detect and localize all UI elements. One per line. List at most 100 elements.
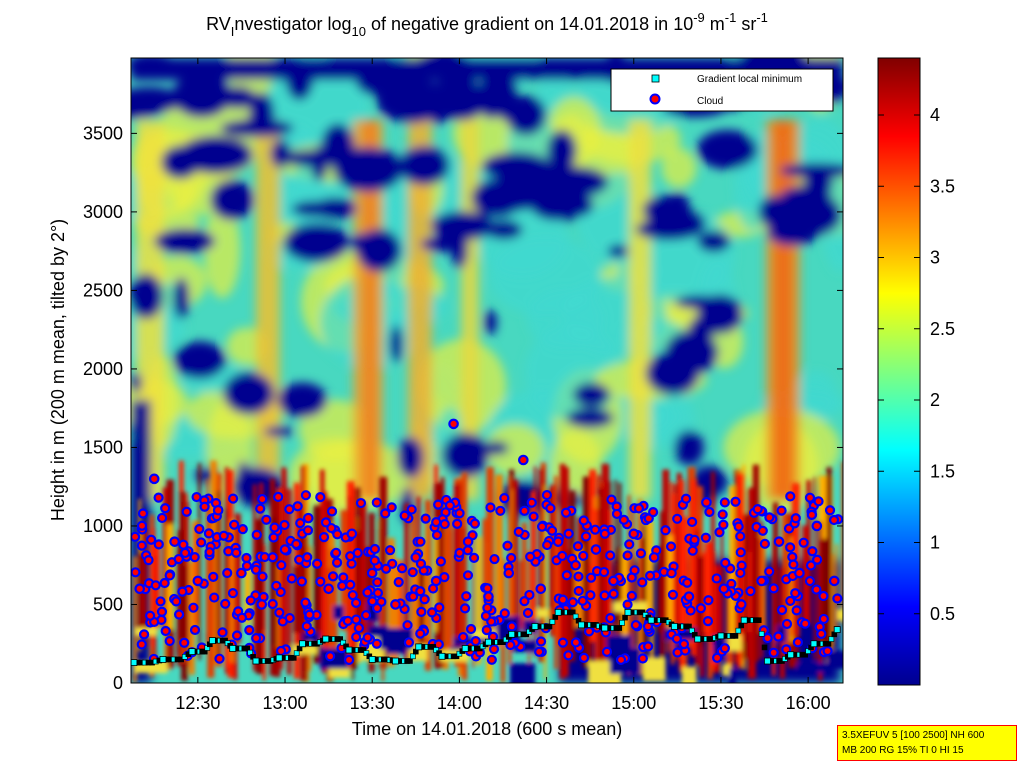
cloud-marker <box>637 577 648 588</box>
cloud-marker <box>648 506 659 518</box>
heatmap-spike <box>659 511 665 670</box>
cloud-marker <box>353 622 364 634</box>
heatmap-hole <box>664 330 719 376</box>
gradient-minimum-marker <box>732 633 739 639</box>
cloud-marker <box>489 553 500 565</box>
heatmap-hole <box>283 222 350 263</box>
heatmap-spike <box>666 530 669 654</box>
cloud-marker <box>279 519 290 531</box>
gradient-minimum-marker <box>738 622 745 629</box>
heatmap-spike <box>198 462 201 661</box>
cloud-marker <box>624 539 635 550</box>
heatmap-spike <box>743 513 748 660</box>
y-axis-label: Height in m (200 m mean, tilted by 2°) <box>48 219 68 521</box>
cloud-marker <box>577 595 588 606</box>
cloud-marker <box>781 618 793 630</box>
heatmap-patch <box>204 201 241 299</box>
cloud-marker <box>790 588 801 599</box>
cloud-marker <box>712 652 723 663</box>
heatmap-hole <box>333 147 403 193</box>
gradient-minimum-marker <box>622 614 628 621</box>
gradient-minimum-marker <box>735 627 742 634</box>
cloud-marker <box>560 507 572 518</box>
cloud-marker <box>590 544 602 555</box>
cloud-marker <box>454 547 465 558</box>
cloud-marker <box>227 588 239 599</box>
cloud-marker <box>194 523 205 535</box>
heatmap-spike <box>353 530 360 648</box>
gradient-minimum-marker <box>392 657 399 665</box>
cloud-marker <box>499 492 510 504</box>
heatmap-hole <box>420 236 464 252</box>
x-tick-label: 15:00 <box>611 693 656 713</box>
cloud-marker <box>426 607 438 618</box>
cloud-marker <box>189 624 201 636</box>
cloud-marker <box>332 529 343 540</box>
cloud-marker <box>250 564 262 575</box>
cloud-marker <box>695 603 706 614</box>
cloud-marker <box>212 504 224 516</box>
cloud-marker <box>434 602 445 613</box>
gradient-minimum-marker <box>433 647 439 653</box>
cloud-marker <box>236 612 248 623</box>
gradient-minimum-marker <box>569 609 576 616</box>
cloud-marker <box>231 630 243 641</box>
gradient-minimum-marker <box>188 648 196 655</box>
cloud-marker <box>578 550 589 561</box>
cloud-marker <box>506 621 517 632</box>
colorbar-tick-label: 3 <box>930 248 940 268</box>
cloud-marker <box>203 528 214 539</box>
cloud-marker <box>131 567 141 578</box>
gradient-minimum-marker <box>694 635 702 643</box>
heatmap-spike <box>702 552 705 632</box>
cloud-marker <box>192 575 204 587</box>
cloud-marker <box>499 608 510 619</box>
cloud-marker <box>660 525 671 536</box>
gradient-minimum-marker <box>619 620 625 626</box>
heatmap-hole <box>397 437 424 479</box>
heatmap-spike <box>244 561 251 625</box>
y-tick-label: 1000 <box>83 516 123 536</box>
cloud-marker <box>730 496 741 507</box>
heatmap-spike <box>679 479 685 669</box>
cloud-marker <box>563 650 574 661</box>
cloud-marker <box>790 513 801 524</box>
cloud-marker <box>267 552 278 563</box>
heatmap-spike <box>554 475 558 670</box>
cloud-marker <box>173 553 184 565</box>
heatmap-spike <box>359 502 367 643</box>
gradient-minimum-marker <box>430 644 437 650</box>
heatmap <box>131 58 843 683</box>
x-tick-label: 14:00 <box>437 693 482 713</box>
cloud-marker <box>605 550 616 561</box>
cloud-marker <box>680 493 692 504</box>
heatmap-block <box>797 662 830 673</box>
heatmap-spike <box>549 488 554 625</box>
cloud-marker <box>396 563 408 574</box>
legend-label-gradient-local-minimum: Gradient local minimum <box>697 74 802 85</box>
cloud-marker <box>735 547 746 558</box>
cloud-marker <box>635 548 647 559</box>
gradient-minimum-marker <box>229 645 237 652</box>
cloud-marker <box>585 572 597 583</box>
cloud-marker <box>626 590 638 601</box>
cloud-marker <box>563 528 574 539</box>
gradient-minimum-marker <box>764 657 771 665</box>
cloud-marker <box>578 515 589 526</box>
heatmap-hole <box>777 192 842 238</box>
cloud-marker <box>671 633 682 644</box>
cloud-marker <box>828 575 840 587</box>
gradient-minimum-marker <box>805 648 811 654</box>
cloud-marker <box>241 560 253 572</box>
heatmap-spike <box>752 464 760 662</box>
cloud-marker <box>275 645 287 657</box>
heatmap-block <box>510 663 536 683</box>
heatmap-spike <box>416 496 421 644</box>
cloud-marker <box>196 537 207 548</box>
heatmap-spike <box>513 479 519 644</box>
heatmap-column <box>363 120 377 500</box>
cloud-marker <box>323 583 334 595</box>
cloud-marker <box>136 540 147 551</box>
cloud-marker <box>160 503 171 514</box>
heatmap-hole <box>556 183 581 223</box>
